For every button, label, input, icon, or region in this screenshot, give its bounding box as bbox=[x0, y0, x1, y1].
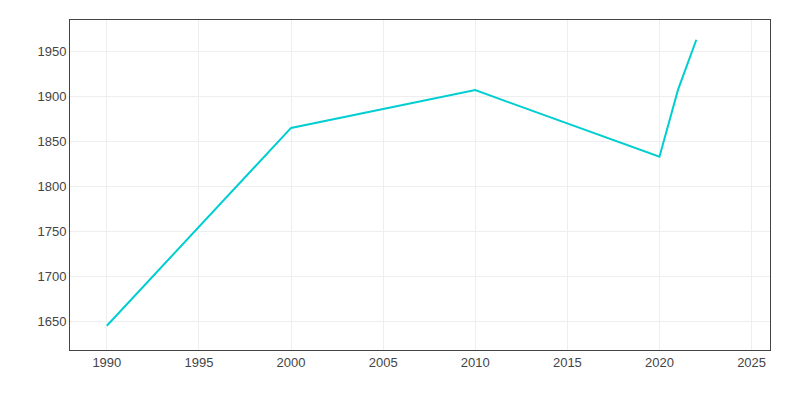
svg-text:2020: 2020 bbox=[645, 355, 674, 370]
svg-text:2000: 2000 bbox=[277, 355, 306, 370]
svg-text:1700: 1700 bbox=[37, 269, 66, 284]
svg-text:1800: 1800 bbox=[37, 179, 66, 194]
svg-text:1990: 1990 bbox=[92, 355, 121, 370]
svg-text:2005: 2005 bbox=[369, 355, 398, 370]
svg-text:2015: 2015 bbox=[553, 355, 582, 370]
svg-text:1750: 1750 bbox=[37, 224, 66, 239]
svg-text:2025: 2025 bbox=[737, 355, 766, 370]
svg-text:1900: 1900 bbox=[37, 89, 66, 104]
svg-text:1850: 1850 bbox=[37, 134, 66, 149]
svg-text:1950: 1950 bbox=[37, 44, 66, 59]
svg-text:1995: 1995 bbox=[184, 355, 213, 370]
svg-text:2010: 2010 bbox=[461, 355, 490, 370]
svg-text:1650: 1650 bbox=[37, 314, 66, 329]
